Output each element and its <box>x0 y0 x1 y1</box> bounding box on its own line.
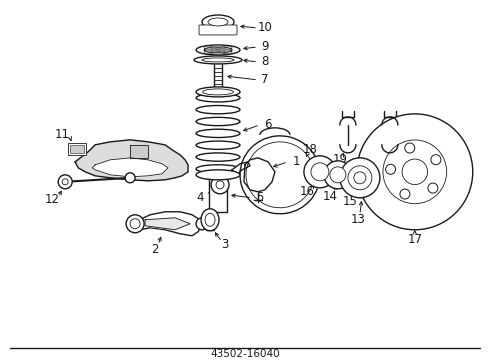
Circle shape <box>125 173 135 183</box>
Circle shape <box>348 166 372 190</box>
Ellipse shape <box>204 47 232 53</box>
Circle shape <box>383 140 447 204</box>
Ellipse shape <box>194 56 242 64</box>
Text: 10: 10 <box>258 22 272 35</box>
Polygon shape <box>92 158 168 177</box>
Bar <box>68 143 86 155</box>
Circle shape <box>400 189 410 199</box>
Ellipse shape <box>208 18 228 26</box>
FancyBboxPatch shape <box>199 25 237 35</box>
Circle shape <box>340 158 380 198</box>
Text: 14: 14 <box>322 190 338 203</box>
Ellipse shape <box>196 117 240 126</box>
Text: 11: 11 <box>55 129 70 141</box>
Bar <box>209 177 227 212</box>
Text: 17: 17 <box>407 233 422 246</box>
Bar <box>70 145 84 153</box>
Polygon shape <box>75 140 188 181</box>
Circle shape <box>330 167 346 183</box>
Text: 16: 16 <box>299 185 315 198</box>
Circle shape <box>324 161 352 189</box>
Text: 15: 15 <box>343 195 357 208</box>
Text: 6: 6 <box>264 118 272 131</box>
Ellipse shape <box>196 141 240 149</box>
Circle shape <box>58 175 72 189</box>
Text: 4: 4 <box>196 191 204 204</box>
Text: 3: 3 <box>221 238 229 251</box>
Ellipse shape <box>196 153 240 161</box>
Circle shape <box>211 176 229 194</box>
Text: 20: 20 <box>400 153 415 166</box>
Text: 13: 13 <box>350 213 366 226</box>
Ellipse shape <box>196 105 240 114</box>
Polygon shape <box>232 162 250 175</box>
Circle shape <box>405 143 415 153</box>
Circle shape <box>311 163 329 181</box>
Circle shape <box>428 183 438 193</box>
Circle shape <box>216 181 224 189</box>
Polygon shape <box>130 145 148 158</box>
Ellipse shape <box>196 170 240 180</box>
Circle shape <box>304 156 336 188</box>
Circle shape <box>354 172 366 184</box>
Text: 5: 5 <box>256 191 264 204</box>
Polygon shape <box>135 212 202 236</box>
Circle shape <box>126 215 144 233</box>
Text: 9: 9 <box>261 40 269 53</box>
Text: 19: 19 <box>332 153 347 166</box>
Ellipse shape <box>201 209 219 231</box>
Text: 18: 18 <box>302 143 318 156</box>
Circle shape <box>196 218 208 230</box>
Polygon shape <box>145 218 190 230</box>
Text: 12: 12 <box>45 193 60 206</box>
Text: 1: 1 <box>292 155 300 168</box>
Text: 2: 2 <box>151 243 159 256</box>
Circle shape <box>402 159 428 185</box>
Circle shape <box>386 164 395 174</box>
Ellipse shape <box>203 89 233 95</box>
Ellipse shape <box>205 213 215 226</box>
Polygon shape <box>244 158 275 192</box>
Text: 7: 7 <box>261 73 269 86</box>
Ellipse shape <box>202 15 234 29</box>
Text: 8: 8 <box>261 55 269 68</box>
Ellipse shape <box>196 129 240 138</box>
Text: 43502-16040: 43502-16040 <box>210 348 280 359</box>
Ellipse shape <box>196 87 240 97</box>
Circle shape <box>62 179 68 185</box>
Circle shape <box>130 219 140 229</box>
Ellipse shape <box>196 94 240 102</box>
Ellipse shape <box>196 165 240 173</box>
Ellipse shape <box>202 58 234 62</box>
Circle shape <box>357 114 473 230</box>
Ellipse shape <box>196 45 240 55</box>
Circle shape <box>431 155 441 165</box>
